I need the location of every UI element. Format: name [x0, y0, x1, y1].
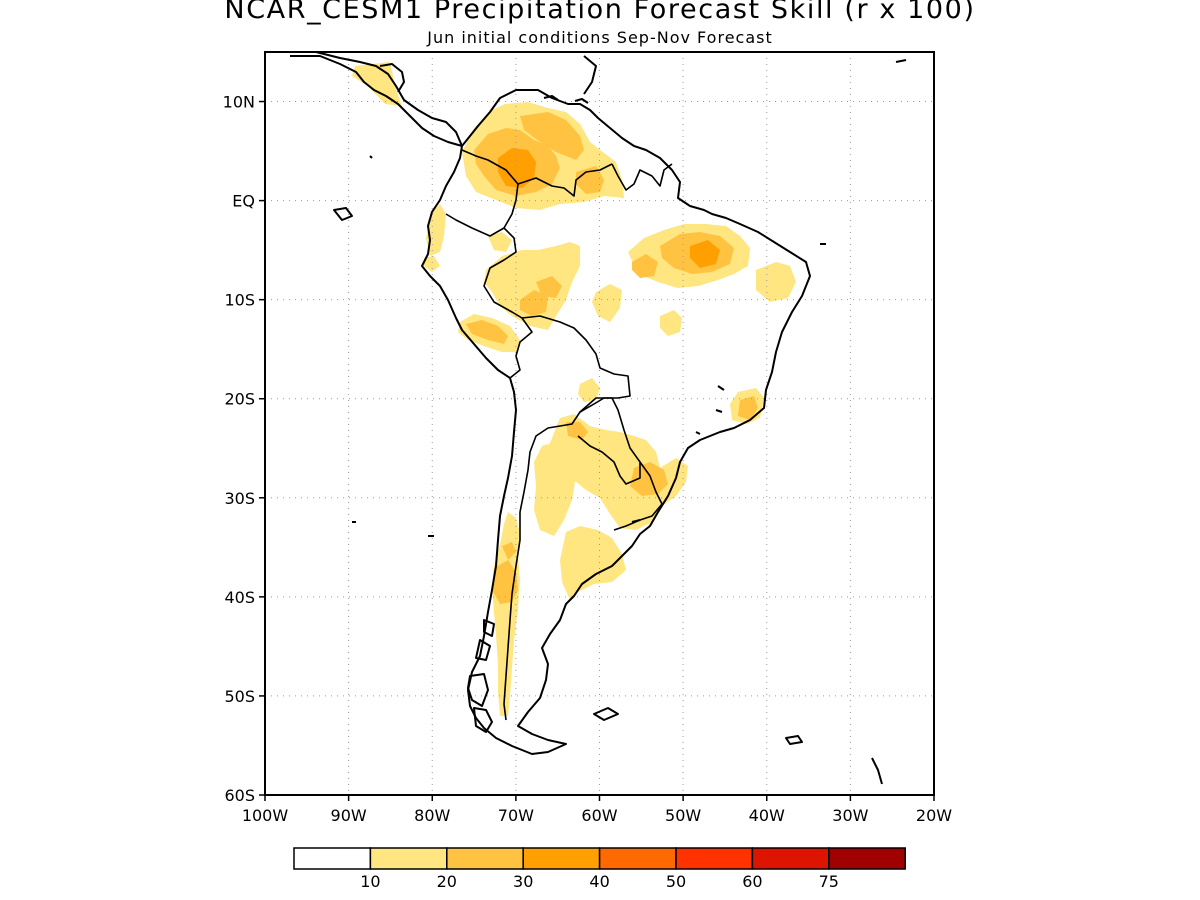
- lon-tick-label: 60W: [581, 806, 617, 825]
- skill-contour-fills: [352, 62, 796, 716]
- legend-label: 20: [437, 872, 457, 891]
- legend-label: 40: [589, 872, 609, 891]
- legend-label: 30: [513, 872, 533, 891]
- lat-tick-label: 50S: [224, 687, 255, 706]
- lon-tick-label: 70W: [498, 806, 534, 825]
- map-title: NCAR_CESM1 Precipitation Forecast Skill …: [224, 0, 976, 25]
- legend-label: 10: [360, 872, 380, 891]
- lon-tick-label: 100W: [242, 806, 289, 825]
- legend-label: 60: [742, 872, 762, 891]
- lat-tick-label: 40S: [224, 588, 255, 607]
- lon-tick-label: 50W: [665, 806, 701, 825]
- lat-tick-label: 10S: [224, 291, 255, 310]
- legend-label: 75: [819, 872, 839, 891]
- legend-swatch: [293, 847, 372, 870]
- coastlines: [290, 51, 907, 785]
- legend-swatch: [369, 847, 448, 870]
- legend-swatch: [675, 847, 754, 870]
- lon-tick-label: 30W: [832, 806, 868, 825]
- legend-swatch: [598, 847, 677, 870]
- lat-tick-label: 20S: [224, 390, 255, 409]
- lat-tick-label: EQ: [232, 192, 255, 211]
- lon-tick-label: 20W: [916, 806, 952, 825]
- legend-swatch: [828, 847, 906, 870]
- legend-swatch: [751, 847, 830, 870]
- lat-tick-label: 30S: [224, 489, 255, 508]
- lon-tick-label: 40W: [749, 806, 785, 825]
- legend-label: 50: [666, 872, 686, 891]
- legend-swatch: [446, 847, 524, 870]
- lon-tick-label: 90W: [331, 806, 367, 825]
- legend-swatch: [522, 847, 601, 870]
- map-subtitle: Jun initial conditions Sep-Nov Forecast: [427, 28, 773, 47]
- color-bar-legend: 10 20 30 40 50 60 75: [293, 847, 906, 891]
- lat-tick-label: 10N: [223, 93, 255, 112]
- lon-tick-label: 80W: [414, 806, 450, 825]
- lat-tick-label: 60S: [224, 786, 255, 805]
